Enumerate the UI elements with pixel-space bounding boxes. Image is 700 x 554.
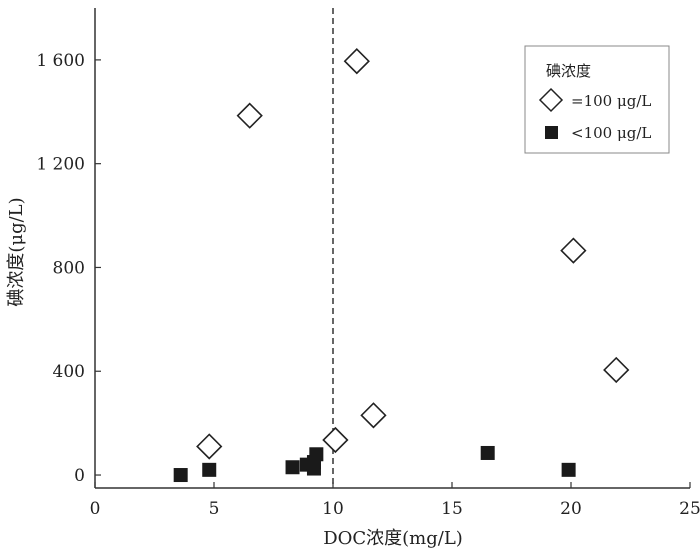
square-point	[285, 460, 300, 475]
y-tick-label: 800	[53, 258, 85, 278]
diamond-point	[343, 48, 370, 75]
y-tick-label: 1 200	[36, 155, 85, 175]
legend: 碘浓度 =100 μg/L <100 μg/L	[524, 45, 670, 154]
x-ticks: 0 5 10 15 20 25	[90, 482, 700, 519]
axes	[94, 8, 690, 489]
legend-label-lt100: <100 μg/L	[571, 124, 651, 142]
x-tick-label: 5	[209, 499, 220, 519]
data-points	[173, 48, 630, 483]
legend-diamond-marker	[538, 87, 564, 113]
x-tick-label: 0	[90, 499, 101, 519]
x-axis-title: DOC浓度(mg/L)	[323, 528, 463, 549]
square-point	[561, 462, 576, 477]
diamond-point	[360, 402, 387, 429]
square-point	[173, 468, 188, 483]
legend-label-eq100: =100 μg/L	[571, 92, 651, 110]
x-tick-label: 25	[679, 499, 700, 519]
legend-square-marker	[545, 126, 558, 139]
x-tick-label: 15	[441, 499, 463, 519]
square-point	[480, 445, 495, 460]
y-tick-label: 400	[53, 362, 85, 382]
diamond-point	[560, 237, 587, 264]
diamond-point	[322, 426, 349, 454]
y-tick-label: 0	[74, 466, 85, 486]
square-point	[309, 447, 324, 462]
diamond-point	[236, 102, 263, 129]
diamond-point	[196, 433, 223, 460]
legend-title: 碘浓度	[546, 62, 591, 80]
square-point	[202, 462, 217, 477]
y-ticks: 0 400 800 1 200 1 600	[36, 51, 101, 486]
diamond-point	[603, 356, 630, 384]
x-tick-label: 10	[322, 499, 344, 519]
y-axis-title: 碘浓度(μg/L)	[6, 197, 27, 306]
x-tick-label: 20	[560, 499, 582, 519]
y-tick-label: 1 600	[36, 51, 85, 71]
